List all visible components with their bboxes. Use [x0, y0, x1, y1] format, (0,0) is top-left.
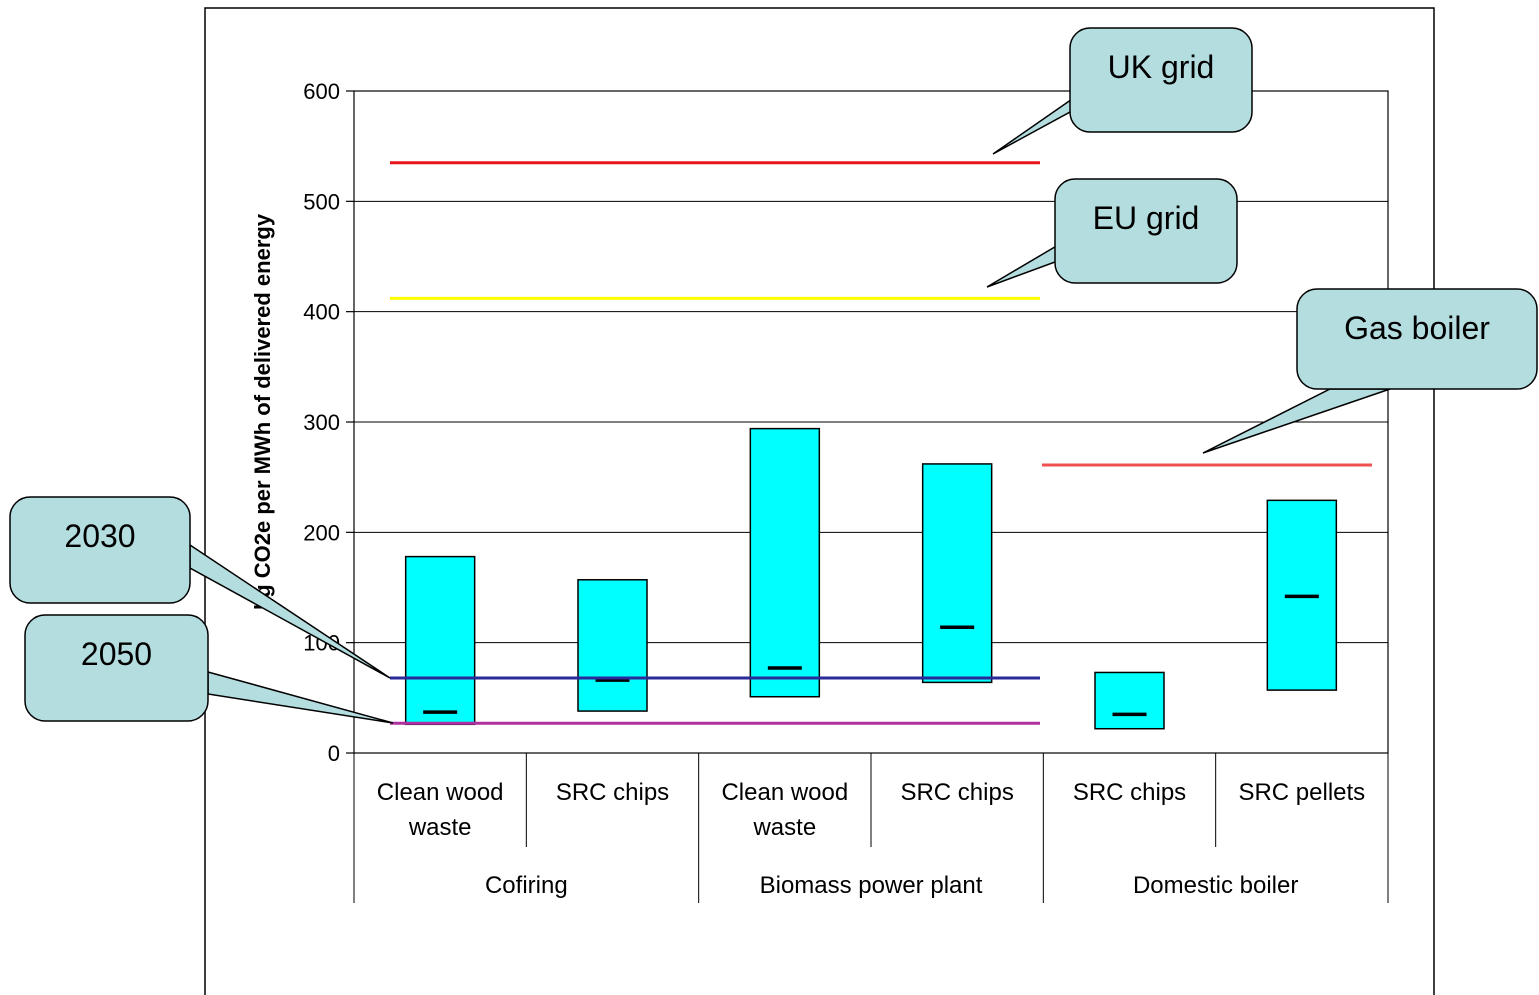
- callout-label-2050: 2050: [81, 636, 152, 672]
- callout-label-gas-boiler: Gas boiler: [1344, 310, 1490, 346]
- range-bar: [749, 427, 821, 698]
- callout-label-2030: 2030: [64, 518, 135, 554]
- callout-box-2030: [9, 496, 191, 604]
- callout-label-uk-grid: UK grid: [1108, 49, 1215, 85]
- category-label: waste: [752, 814, 816, 841]
- y-tick-label: 500: [303, 189, 340, 214]
- y-tick-label: 600: [303, 79, 340, 104]
- group-label: Biomass power plant: [760, 872, 983, 899]
- y-tick-label: 400: [303, 300, 340, 325]
- category-label: Clean wood: [377, 779, 504, 806]
- category-label: SRC chips: [1073, 779, 1186, 806]
- range-bar: [1094, 671, 1165, 730]
- callout-box-2050: [24, 614, 209, 722]
- category-label: Clean wood: [721, 779, 848, 806]
- range-bar: [577, 579, 648, 712]
- callout-box-uk-grid: [1069, 27, 1253, 133]
- chart-frame: [204, 7, 1435, 995]
- group-label: Domestic boiler: [1133, 872, 1298, 899]
- group-label: Cofiring: [485, 872, 568, 899]
- category-label: waste: [408, 814, 472, 841]
- category-label: SRC chips: [556, 779, 669, 806]
- range-bar: [404, 555, 476, 726]
- y-tick-label: 200: [303, 520, 340, 545]
- y-tick-label: 0: [328, 741, 340, 766]
- y-axis-label: kg CO2e per MWh of delivered energy: [250, 213, 275, 610]
- category-label: SRC chips: [900, 779, 1013, 806]
- y-tick-label: 300: [303, 410, 340, 435]
- callout-box-gas-boiler: [1296, 288, 1538, 390]
- callout-label-eu-grid: EU grid: [1093, 200, 1200, 236]
- callout-box-eu-grid: [1054, 178, 1238, 284]
- category-label: SRC pellets: [1238, 779, 1365, 806]
- range-bar: [921, 463, 993, 684]
